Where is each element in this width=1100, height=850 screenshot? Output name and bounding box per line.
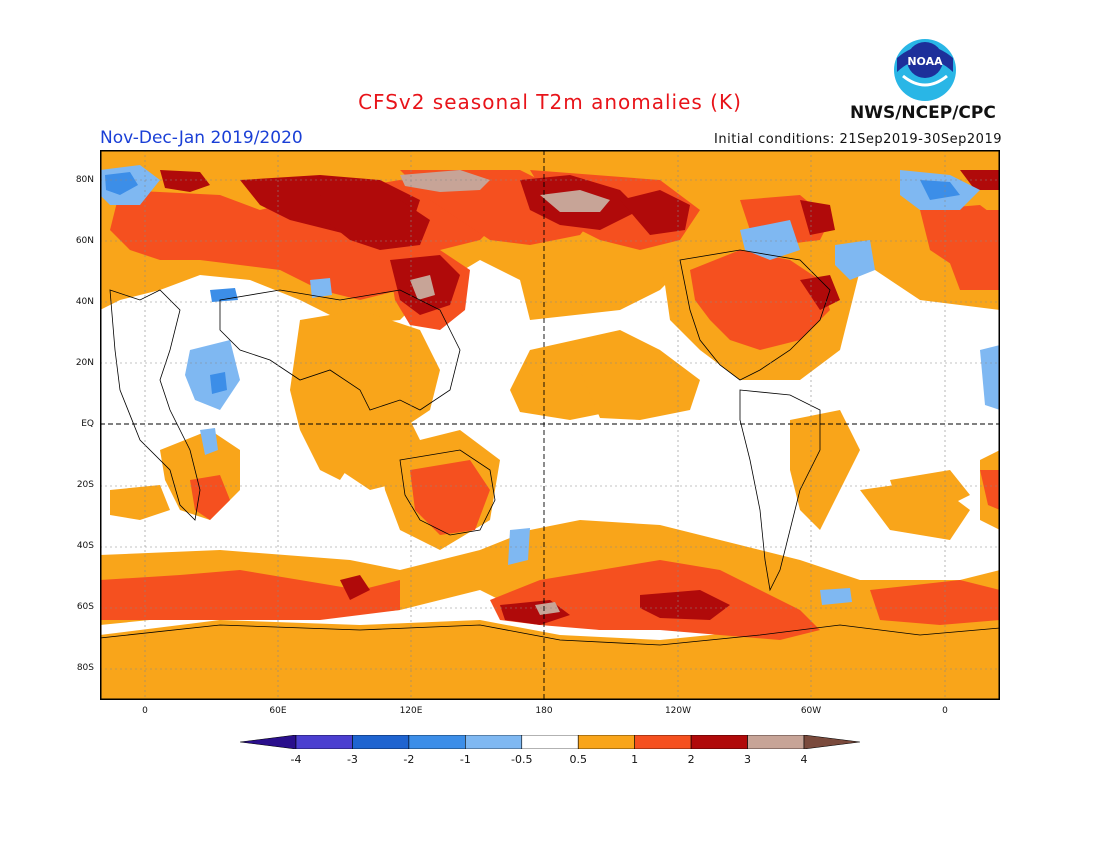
lat-lon-grid [100,150,1000,700]
legend-tick-label: -1 [459,753,471,766]
initial-conditions-label: Initial conditions: 21Sep2019-30Sep2019 [714,132,1002,147]
legend-swatch [747,735,805,749]
legend-swatch [577,735,635,749]
lon-label: 120E [399,706,423,716]
lat-label: 60S [76,602,94,612]
lat-label: EQ [81,419,94,429]
legend-tick-label: -2 [403,753,415,766]
lon-label: 120W [664,706,692,716]
legend-tick-label: -0.5 [511,753,533,766]
lat-label: 40N [75,297,94,307]
lon-label: 0 [142,706,148,716]
lon-label: 0 [942,706,948,716]
season-label: Nov-Dec-Jan 2019/2020 [100,128,303,148]
legend-swatch [295,735,353,749]
legend-tick-label: 2 [687,753,695,766]
lat-label: 80N [75,175,94,185]
coastlines [100,249,1000,646]
legend-swatch [803,735,860,749]
lat-label: 80S [76,663,94,673]
lat-label: 40S [76,541,94,551]
legend-swatch [408,735,466,749]
legend-tick-label: 0.5 [569,753,587,766]
lat-label: 20S [76,480,94,490]
anomaly-map [100,150,1000,700]
anomaly-band-dark-red [160,170,1000,625]
noaa-logo: NOAA [894,39,956,101]
agency-label: NWS/NCEP/CPC [850,103,996,123]
anomaly-band-tan [400,170,610,615]
equator-dateline [100,150,1000,700]
logo-text: NOAA [907,55,943,68]
color-legend [240,735,860,749]
legend-tick-label: 1 [631,753,639,766]
lon-label: 180 [535,706,553,716]
legend-tick-label: 3 [744,753,752,766]
legend-swatch [521,735,579,749]
legend-tick-label: -4 [290,753,302,766]
legend-swatch [240,735,297,749]
legend-swatch [352,735,410,749]
lon-label: 60E [269,706,287,716]
legend-swatch [690,735,748,749]
legend-tick-label: -3 [346,753,358,766]
lon-label: 60W [800,706,822,716]
lat-label: 20N [75,358,94,368]
legend-tick-label: 4 [800,753,808,766]
map-title: CFSv2 seasonal T2m anomalies (K) [358,90,742,114]
lat-label: 60N [75,236,94,246]
legend-swatch [465,735,523,749]
legend-swatch [634,735,692,749]
